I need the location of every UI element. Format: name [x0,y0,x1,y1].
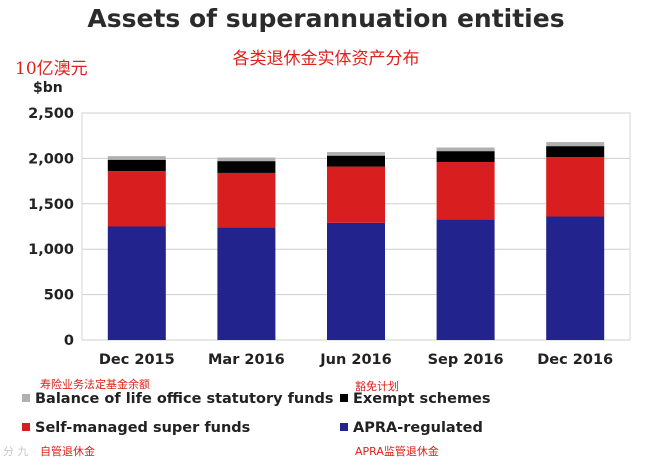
legend-cn-apra: APRA监管退休金 [355,445,439,458]
y-axis-label: $bn [33,80,63,96]
legend-swatch-red [22,423,30,431]
bar-segment [107,171,166,227]
legend-self-managed: Self-managed super funds [22,420,250,436]
bar-segment [436,162,495,220]
x-tick-label: Dec 2016 [537,352,613,368]
bar-segment [327,152,385,156]
legend-cn-self-managed: 自管退休金 [40,445,95,458]
legend-label: Self-managed super funds [35,420,251,436]
x-tick-label: Dec 2015 [99,352,175,368]
legend-swatch-grey [22,394,30,402]
chart-title: Assets of superannuation entities [87,4,565,33]
x-tick-label: Sep 2016 [428,352,504,368]
legend-cn-exempt: 豁免计划 [355,380,399,393]
bar-segment [436,151,495,163]
bar-segment [327,155,385,167]
legend-balance-life-office: Balance of life office statutory funds [22,391,334,407]
bar-segment [546,142,605,147]
watermark: 分 九 [3,445,29,458]
legend-swatch-navy [340,423,348,431]
bar-segment [217,161,276,173]
bar-segment [107,226,166,340]
legend-cn-balance: 寿险业务法定基金余额 [40,378,150,391]
bar-segment [107,159,166,172]
legend-label: Exempt schemes [353,391,491,407]
legend-label: Balance of life office statutory funds [35,391,334,407]
bar-segment [327,222,385,340]
bar-segment [546,216,605,340]
chart-subtitle: 各类退休金实体资产分布 [232,49,420,69]
bar-segment [327,166,385,223]
bar-segment [217,172,276,228]
y-tick-label: 2,000 [28,151,74,167]
bar-segment [546,146,605,158]
bar-segment [436,219,495,340]
bar-segment [436,147,495,152]
legend-exempt-schemes: Exempt schemes [340,391,491,407]
y-tick-label: 0 [64,333,74,349]
legend-apra-regulated: APRA-regulated [340,420,483,436]
bar-segment [546,157,605,217]
bar-segment [107,156,166,160]
y-tick-label: 2,500 [28,106,74,122]
bar-segment [217,227,276,340]
unit-note: 10亿澳元 [15,59,88,79]
legend-swatch-black [340,394,348,402]
legend-label: APRA-regulated [353,420,483,436]
x-tick-label: Jun 2016 [319,352,391,368]
y-tick-label: 500 [44,288,74,304]
x-tick-label: Mar 2016 [208,352,285,368]
bar-segment [217,157,276,162]
y-tick-label: 1,000 [28,242,74,258]
y-tick-label: 1,500 [28,197,74,213]
